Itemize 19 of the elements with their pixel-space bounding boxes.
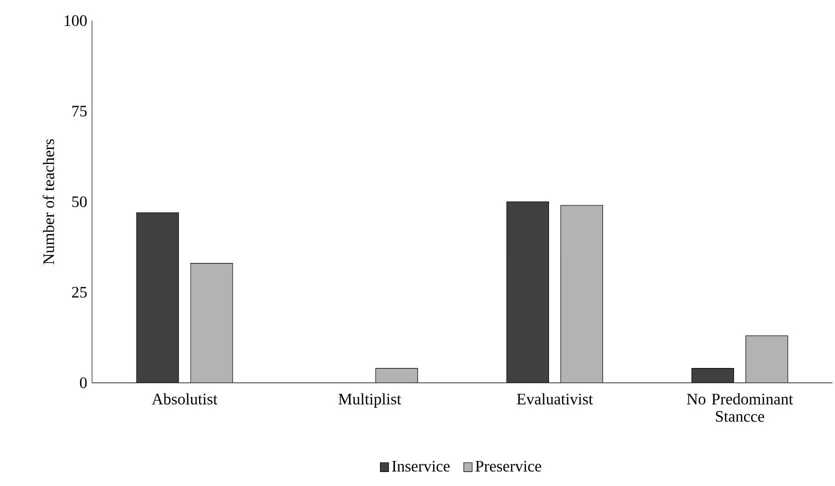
x-tick-label: No Predominant Stancce bbox=[686, 393, 794, 422]
y-tick-label: 50 bbox=[72, 196, 87, 208]
bar bbox=[375, 368, 418, 384]
bar bbox=[560, 205, 604, 384]
y-tick-label: 75 bbox=[72, 106, 87, 117]
y-tick-label: 0 bbox=[80, 378, 87, 388]
legend-label: Inservice bbox=[392, 461, 450, 472]
bar bbox=[506, 202, 549, 384]
legend-label: Preservice bbox=[476, 461, 542, 472]
bar bbox=[746, 336, 788, 384]
bar bbox=[190, 263, 233, 384]
x-tick-label: Absolutist bbox=[152, 393, 218, 405]
bar bbox=[692, 368, 734, 384]
y-tick-label: 100 bbox=[64, 16, 87, 26]
bar bbox=[136, 212, 179, 384]
x-tick-label: Evaluativist bbox=[516, 393, 593, 405]
x-tick-label: Multiplist bbox=[338, 393, 402, 408]
y-tick-label: 25 bbox=[72, 287, 87, 298]
y-axis-title: Number of teachers bbox=[42, 139, 54, 265]
